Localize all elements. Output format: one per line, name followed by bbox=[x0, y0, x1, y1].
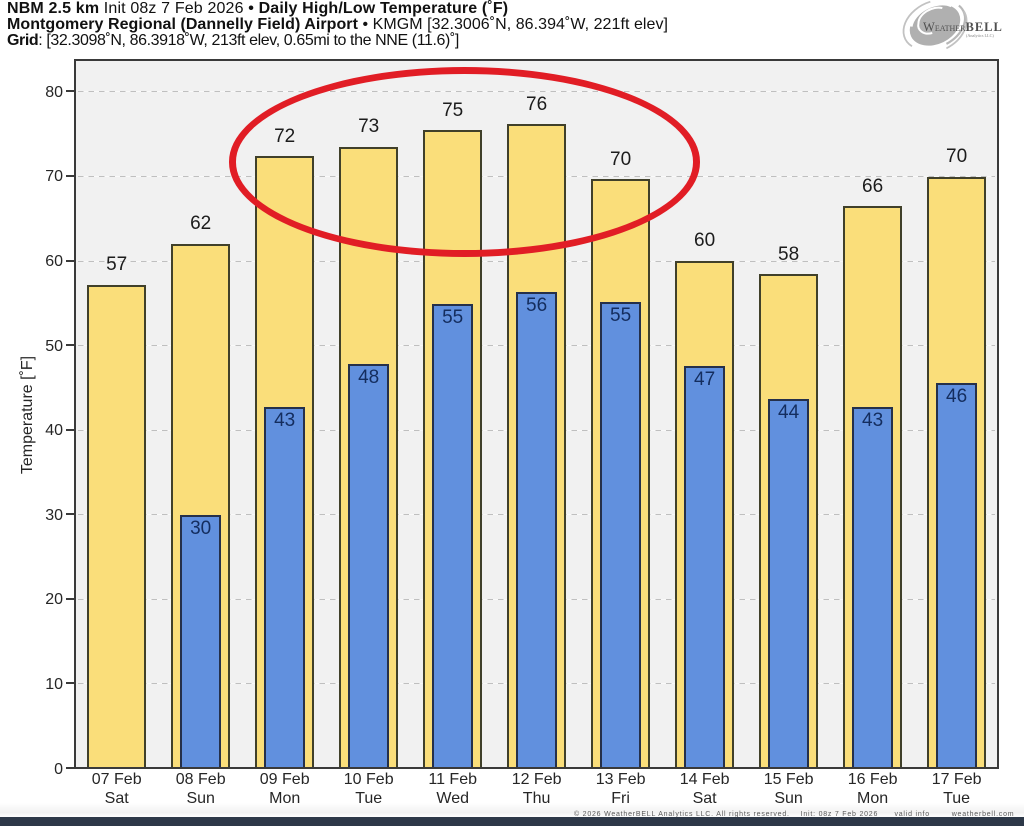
svg-text:WEATHERBELL: WEATHERBELL bbox=[923, 20, 1003, 34]
svg-text:(Analytics LLC): (Analytics LLC) bbox=[966, 33, 994, 38]
